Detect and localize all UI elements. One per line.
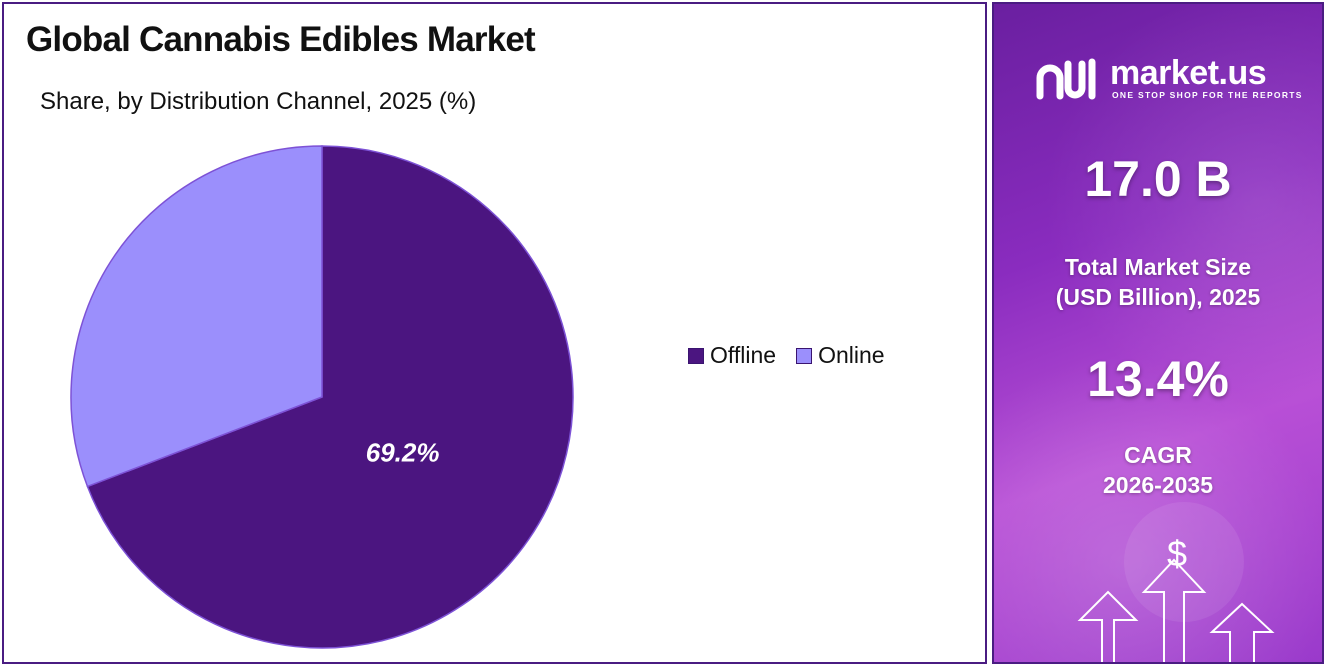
pie-slice-offline [86,145,574,649]
legend: Offline Online [688,342,885,369]
legend-swatch-offline [688,347,704,364]
brand-tagline: ONE STOP SHOP FOR THE REPORTS [1112,90,1303,100]
market-size-label-line1: Total Market Size [1064,254,1252,280]
legend-label-online: Online [818,342,885,368]
info-panel: market.us ONE STOP SHOP FOR THE REPORTS … [992,2,1324,664]
chart-subtitle: Share, by Distribution Channel, 2025 (%) [40,88,477,115]
legend-label-offline: Offline [710,342,777,368]
legend-item-offline: Offline [688,342,776,369]
cagr-value: 13.4% [1087,351,1229,407]
growth-arrows-decoration: $ [1077,502,1275,662]
legend-swatch-online [796,347,813,364]
market-size-value: 17.0 B [1084,151,1232,207]
dollar-icon: $ [1167,533,1187,574]
brand-logo: market.us ONE STOP SHOP FOR THE REPORTS [1034,54,1304,106]
cagr-label-line2: 2026-2035 [1103,472,1213,498]
market-us-logo-icon [1036,58,1096,100]
pie-slice-online [70,145,323,488]
brand-name: market.us [1110,54,1267,92]
chart-title: Global Cannabis Edibles Market [26,20,536,59]
pie-chart: 69.2% [70,145,574,649]
market-size-label-line2: (USD Billion), 2025 [1055,284,1261,310]
chart-panel: Global Cannabis Edibles Market Share, by… [2,2,987,664]
data-label-offline: 69.2% [366,438,440,468]
legend-item-online: Online [796,342,885,369]
cagr-label-line1: CAGR [1124,442,1192,468]
